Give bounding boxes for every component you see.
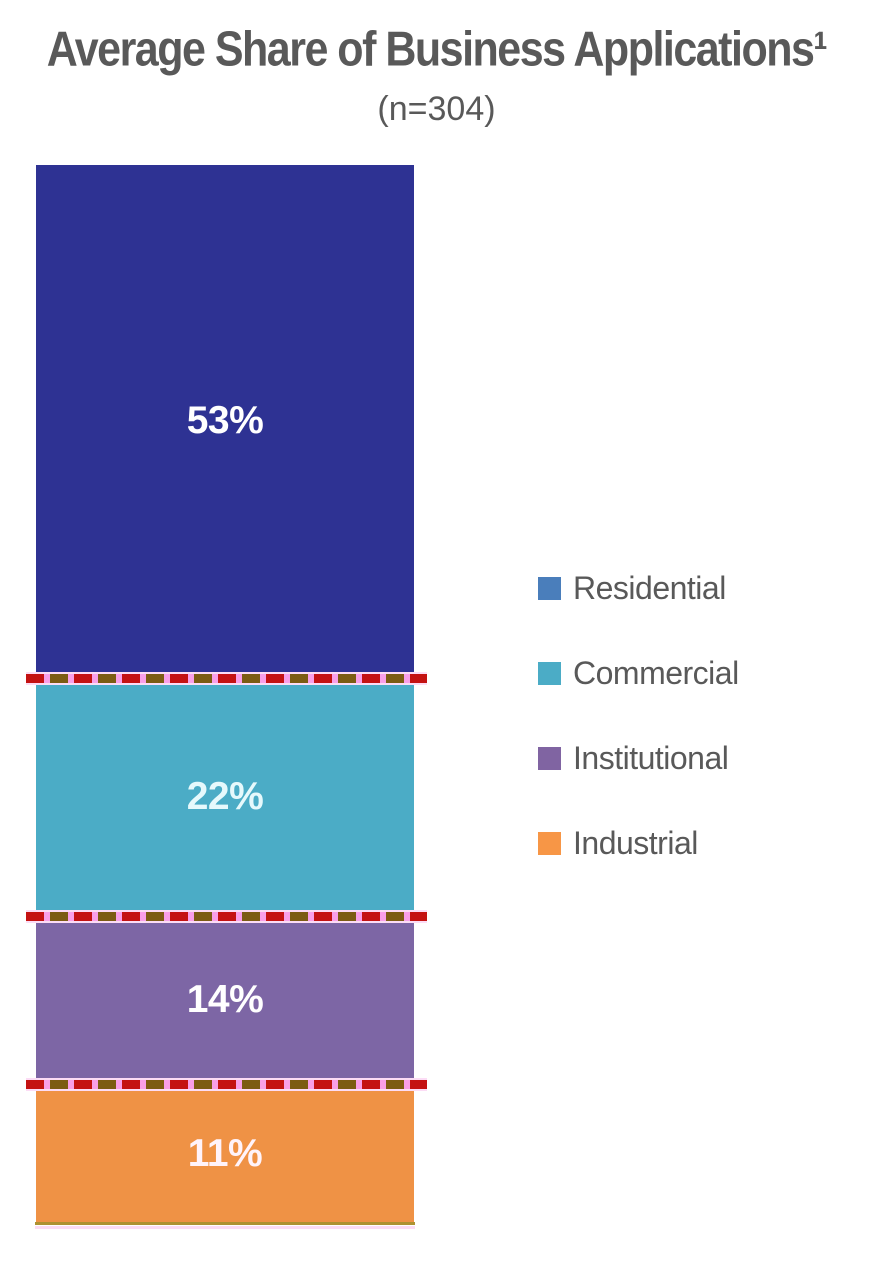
legend-label-commercial: Commercial	[573, 654, 739, 691]
segment-divider-line	[26, 912, 427, 921]
segment-value-label-residential: 53%	[186, 399, 264, 443]
legend-swatch-institutional	[538, 746, 561, 770]
stacked-bar: 53% 22% 14% 11%	[26, 165, 427, 1225]
legend-swatch-commercial	[538, 661, 561, 685]
bar-segment-industrial: 11%	[35, 1083, 415, 1225]
bar-segment-residential: 53%	[26, 165, 427, 683]
legend-item-industrial: Industrial	[538, 825, 739, 861]
legend-label-industrial: Industrial	[573, 824, 698, 861]
legend: Residential Commercial Institutional Ind…	[538, 570, 739, 916]
legend-label-residential: Residential	[573, 569, 726, 606]
legend-label-institutional: Institutional	[573, 739, 729, 776]
segment-value-label-industrial: 11%	[187, 1132, 263, 1176]
segment-divider-line	[26, 673, 427, 683]
segment-divider-line	[26, 1079, 427, 1089]
legend-swatch-residential	[538, 576, 561, 600]
segment-value-label-institutional: 14%	[186, 977, 264, 1021]
bar-bottom-edge-line	[35, 1222, 415, 1225]
bar-segment-commercial: 22%	[26, 677, 427, 921]
segment-value-label-commercial: 22%	[186, 774, 264, 818]
legend-item-commercial: Commercial	[538, 655, 739, 691]
chart-subtitle: (n=304)	[377, 90, 496, 128]
bar-segment-institutional: 14%	[26, 916, 427, 1089]
legend-item-residential: Residential	[538, 570, 739, 606]
chart-title: Average Share of Business Applications¹	[46, 22, 828, 78]
legend-item-institutional: Institutional	[538, 740, 739, 776]
legend-swatch-industrial	[538, 831, 561, 855]
